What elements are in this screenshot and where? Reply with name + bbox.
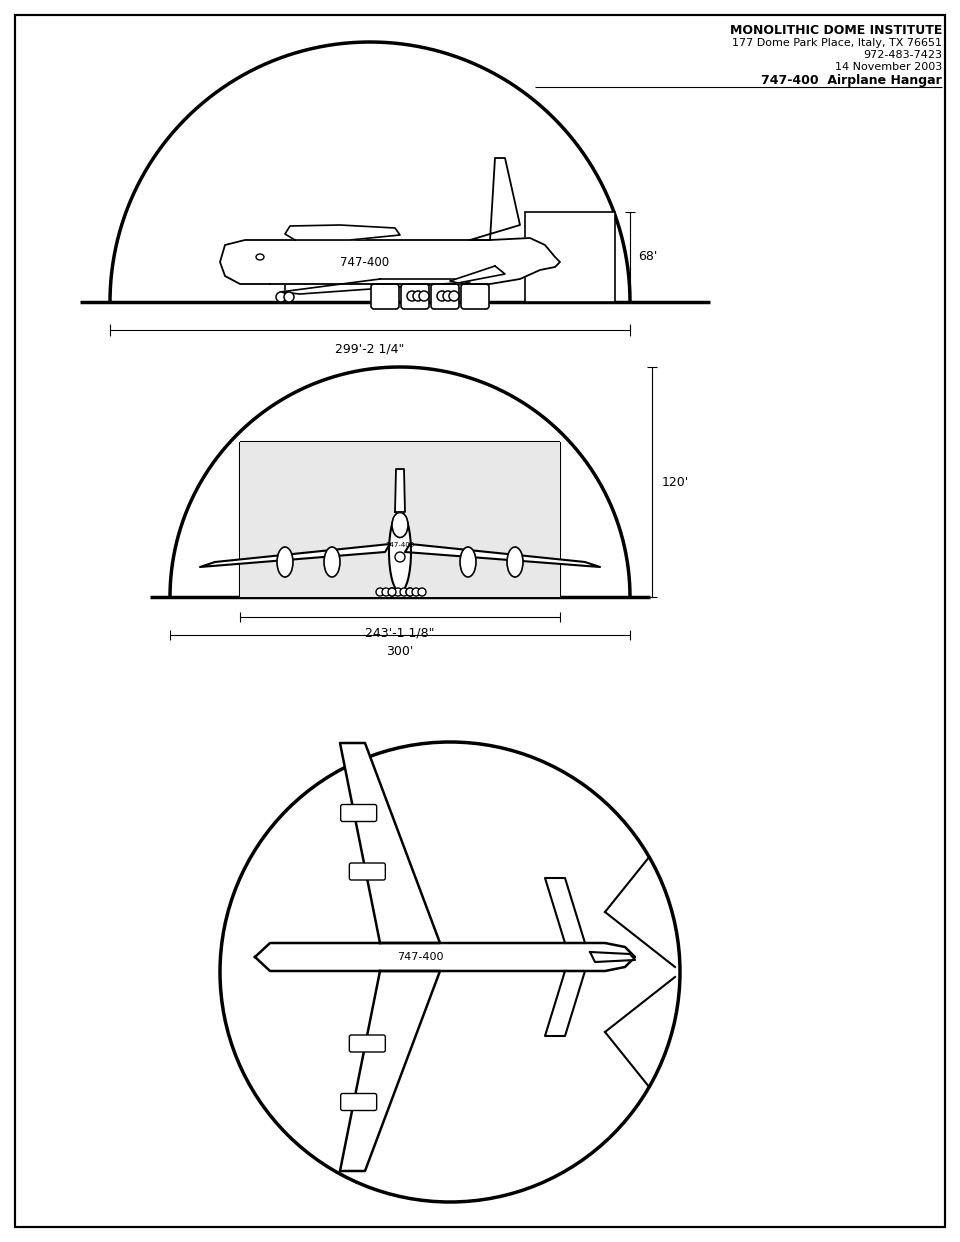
Circle shape [388, 587, 396, 596]
Circle shape [394, 587, 402, 596]
Text: 177 Dome Park Place, Italy, TX 76651: 177 Dome Park Place, Italy, TX 76651 [732, 39, 942, 48]
Text: 972-483-7423: 972-483-7423 [863, 50, 942, 60]
Ellipse shape [324, 546, 340, 578]
Text: 243'-1 1/8": 243'-1 1/8" [365, 627, 435, 640]
FancyBboxPatch shape [341, 1093, 376, 1110]
Circle shape [437, 291, 447, 301]
Polygon shape [395, 469, 405, 512]
Circle shape [220, 741, 680, 1202]
FancyBboxPatch shape [431, 284, 459, 309]
Circle shape [406, 587, 414, 596]
Circle shape [276, 292, 286, 302]
Polygon shape [470, 158, 520, 240]
Polygon shape [450, 266, 505, 283]
Circle shape [376, 587, 384, 596]
Ellipse shape [256, 255, 264, 260]
Ellipse shape [460, 546, 476, 578]
Text: 14 November 2003: 14 November 2003 [835, 62, 942, 72]
Polygon shape [545, 971, 585, 1036]
Text: MONOLITHIC DOME INSTITUTE: MONOLITHIC DOME INSTITUTE [730, 24, 942, 37]
FancyBboxPatch shape [349, 863, 385, 881]
Ellipse shape [389, 512, 411, 592]
Polygon shape [285, 225, 400, 240]
Text: 747-400: 747-400 [340, 256, 389, 268]
FancyBboxPatch shape [341, 805, 376, 821]
Polygon shape [340, 971, 440, 1171]
Text: 68': 68' [638, 251, 658, 263]
FancyBboxPatch shape [349, 1035, 385, 1052]
Circle shape [412, 587, 420, 596]
Circle shape [419, 291, 429, 301]
Polygon shape [280, 279, 470, 294]
Polygon shape [590, 953, 635, 963]
Circle shape [407, 291, 417, 301]
Circle shape [382, 587, 390, 596]
Circle shape [418, 587, 426, 596]
Circle shape [413, 291, 423, 301]
Text: 747-400  Airplane Hangar: 747-400 Airplane Hangar [761, 75, 942, 87]
Circle shape [388, 587, 396, 596]
FancyBboxPatch shape [371, 284, 399, 309]
Circle shape [400, 587, 408, 596]
Ellipse shape [392, 513, 408, 538]
FancyBboxPatch shape [401, 284, 429, 309]
Ellipse shape [507, 546, 523, 578]
Text: 299'-2 1/4": 299'-2 1/4" [335, 343, 405, 356]
Text: 120': 120' [662, 476, 689, 488]
Circle shape [443, 291, 453, 301]
Polygon shape [340, 743, 440, 943]
Circle shape [284, 292, 294, 302]
Text: 747-400: 747-400 [385, 542, 415, 548]
Polygon shape [255, 943, 635, 971]
Polygon shape [200, 544, 390, 568]
Text: 747-400: 747-400 [396, 953, 444, 963]
Polygon shape [405, 544, 600, 568]
Bar [525, 212, 615, 302]
Text: 300': 300' [386, 645, 414, 658]
Circle shape [449, 291, 459, 301]
Circle shape [406, 587, 414, 596]
Polygon shape [545, 878, 585, 943]
Polygon shape [220, 238, 560, 284]
Bar [240, 442, 560, 597]
FancyBboxPatch shape [461, 284, 489, 309]
Circle shape [395, 551, 405, 561]
Ellipse shape [277, 546, 293, 578]
